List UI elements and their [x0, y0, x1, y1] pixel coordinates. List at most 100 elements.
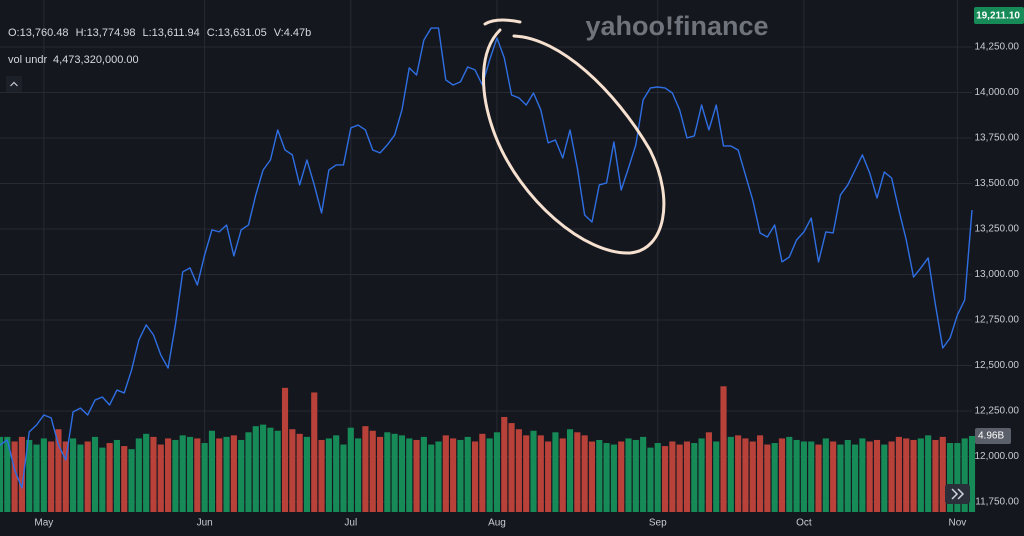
volume-bar	[515, 429, 522, 512]
volume-bar	[691, 443, 698, 512]
volume-bar	[325, 438, 332, 512]
y2-tick-label: 4.96B	[978, 431, 1004, 442]
scroll-icon[interactable]	[951, 488, 965, 500]
volume-bar	[77, 444, 84, 512]
volume-bar	[55, 429, 62, 512]
volume-bar	[808, 441, 815, 512]
volume-bar	[18, 436, 25, 512]
volume-bar	[113, 439, 121, 512]
volume-bar	[450, 438, 457, 512]
volume-bar	[903, 438, 910, 512]
last-price-tag	[974, 7, 1024, 24]
ohlcv-label: L:13,611.94	[143, 27, 200, 39]
volume-bar	[925, 435, 932, 512]
volume-bar	[661, 446, 669, 512]
volume-bar	[150, 436, 157, 512]
volume-bar	[830, 441, 837, 512]
volume-bar	[11, 441, 18, 512]
volume-bar	[40, 438, 47, 512]
volume-bar	[48, 441, 55, 512]
volume-bar	[640, 436, 647, 512]
volume-bar	[881, 444, 888, 512]
scroll-button[interactable]	[945, 484, 970, 504]
volume-bar	[201, 443, 208, 512]
y-tick-label: 12,500.00	[975, 360, 1020, 371]
volume-bar	[537, 435, 544, 512]
volume-bar	[216, 438, 223, 512]
volume-bar	[281, 387, 289, 512]
collapse-icon[interactable]	[10, 81, 18, 87]
volume-bar	[84, 441, 91, 512]
volume-bar	[713, 441, 720, 512]
volume-bar	[727, 436, 734, 512]
volume-bar	[501, 416, 508, 512]
volume-bar	[486, 438, 493, 512]
volume-bar	[479, 433, 486, 512]
volume-bar	[618, 441, 625, 512]
y-tick-label: 12,250.00	[975, 406, 1020, 417]
volume-bar	[523, 435, 530, 512]
volume-bar	[194, 438, 201, 512]
volume-bar	[742, 438, 749, 512]
volume-bar	[245, 432, 252, 512]
volume-bar	[596, 439, 603, 512]
volume-bar	[340, 444, 347, 512]
y-tick-label: 13,250.00	[975, 224, 1020, 235]
volume-bar	[179, 435, 186, 512]
volume-bar	[771, 443, 778, 512]
volume-bar	[435, 441, 442, 512]
volume-bar	[318, 439, 325, 512]
volume-bar	[683, 441, 691, 512]
indicator-name: vol undr	[8, 54, 47, 66]
volume-bar	[347, 427, 354, 512]
price-line	[0, 27, 973, 489]
volume-bar	[333, 435, 340, 512]
volume-bar	[289, 429, 296, 512]
volume-bar	[566, 429, 574, 512]
volume-bar	[62, 441, 69, 512]
volume-bar	[625, 438, 632, 512]
volume-bar	[603, 443, 610, 512]
volume-bar	[947, 443, 954, 512]
y-tick-label: 12,000.00	[975, 451, 1020, 462]
volume-bar	[610, 444, 617, 512]
ohlcv-label: C:13,631.05	[207, 27, 267, 39]
volume-bar	[866, 441, 873, 512]
volume-bar	[669, 441, 676, 512]
volume-bar	[632, 439, 639, 512]
volume-bar	[932, 439, 939, 512]
volume-bar	[274, 430, 281, 512]
volume-bar	[442, 435, 449, 512]
volume-bar	[260, 424, 267, 512]
watermark: yahoo!finance	[585, 11, 768, 41]
ohlcv-label: H:13,774.98	[76, 27, 136, 39]
volume-bar	[33, 444, 40, 512]
x-tick-label: Nov	[948, 518, 966, 529]
collapse-button-bg[interactable]	[6, 76, 22, 92]
ohlcv-label: O:13,760.48	[8, 27, 69, 39]
ohlcv-label: V:4.47b	[274, 27, 312, 39]
volume-bar	[384, 432, 391, 512]
volume-bar	[917, 438, 924, 512]
volume-bar	[398, 435, 406, 512]
volume-bar	[70, 438, 77, 512]
volume-bar	[208, 430, 216, 512]
volume-bar	[698, 438, 705, 512]
y-tick-label: 14,250.00	[975, 42, 1020, 53]
y-tick-label: 13,500.00	[975, 178, 1020, 189]
volume-bar	[26, 439, 33, 512]
volume-bar	[157, 444, 164, 512]
volume-bar	[303, 436, 311, 512]
y2-tick-marker	[975, 427, 1011, 444]
volume-bar	[493, 432, 501, 512]
volume-bar	[786, 436, 793, 512]
x-tick-label: Jun	[197, 518, 213, 529]
volume-bar	[99, 447, 106, 512]
volume-bar	[735, 435, 742, 512]
volume-bar	[822, 438, 829, 512]
hand-drawn-circle	[482, 28, 666, 255]
last-price-label: 19,211.10	[976, 11, 1020, 22]
volume-bar	[800, 441, 807, 512]
collapse-button[interactable]	[6, 76, 22, 92]
volume-bar	[815, 444, 822, 512]
